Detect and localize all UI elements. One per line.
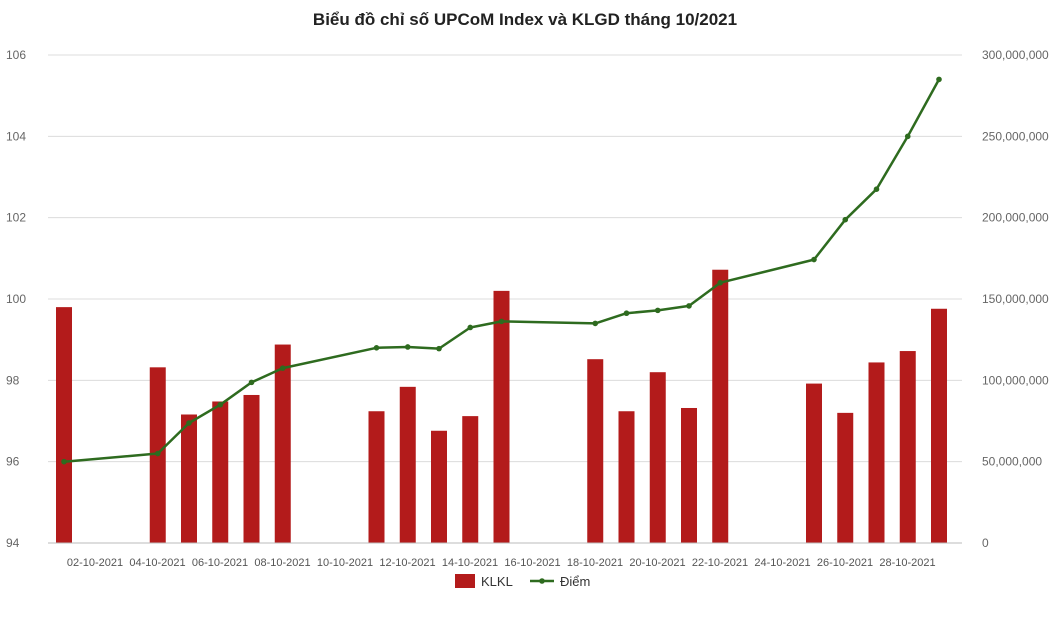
y-right-tick-label: 150,000,000 xyxy=(982,292,1049,306)
bar xyxy=(712,269,729,543)
y-left-tick-label: 98 xyxy=(6,373,20,387)
y-right-tick-label: 50,000,000 xyxy=(982,455,1042,469)
line-layer xyxy=(61,76,942,465)
x-tick-label: 04-10-2021 xyxy=(129,557,185,569)
bar xyxy=(868,362,885,543)
y-left-tick-label: 100 xyxy=(6,292,26,306)
x-tick-label: 20-10-2021 xyxy=(629,557,685,569)
bar xyxy=(243,394,260,543)
y-right-tick-label: 200,000,000 xyxy=(982,211,1049,225)
bar xyxy=(899,351,916,543)
y-right-tick-label: 300,000,000 xyxy=(982,48,1049,62)
y-right-tick-label: 0 xyxy=(982,536,989,550)
x-tick-label: 12-10-2021 xyxy=(379,557,435,569)
line-point xyxy=(842,216,849,223)
x-tick-label: 14-10-2021 xyxy=(442,557,498,569)
bar xyxy=(462,416,479,543)
x-tick-label: 24-10-2021 xyxy=(754,557,810,569)
bar xyxy=(368,411,385,543)
line-point xyxy=(404,344,411,350)
bar xyxy=(212,401,229,543)
line-point xyxy=(186,420,192,426)
line-point xyxy=(217,401,224,408)
line-point xyxy=(373,345,380,351)
line-point xyxy=(717,279,724,286)
legend-swatch-bar xyxy=(455,574,475,588)
bar xyxy=(587,359,604,543)
bar xyxy=(649,372,666,543)
x-tick-label: 22-10-2021 xyxy=(692,557,748,569)
x-tick-label: 28-10-2021 xyxy=(879,557,935,569)
line-point xyxy=(61,458,67,465)
chart-title: Biểu đồ chỉ số UPCoM Index và KLGD tháng… xyxy=(312,10,738,29)
axis-layer: 94 96 98 100 102 104 106 0 50,000,000 100,000,000… xyxy=(6,48,1049,569)
bar xyxy=(181,414,197,543)
bar xyxy=(806,383,822,543)
line-point xyxy=(811,256,817,263)
line-point xyxy=(904,133,911,140)
legend-label-bar: KLKL xyxy=(481,574,513,589)
x-tick-label: 10-10-2021 xyxy=(317,557,373,569)
line-point xyxy=(279,365,286,371)
bar xyxy=(618,411,635,543)
x-tick-label: 06-10-2021 xyxy=(192,557,248,569)
x-tick-label: 02-10-2021 xyxy=(67,557,123,569)
line-point xyxy=(623,310,630,317)
x-tick-label: 18-10-2021 xyxy=(567,557,623,569)
y-right-tick-label: 100,000,000 xyxy=(982,373,1049,387)
x-tick-label: 08-10-2021 xyxy=(254,557,310,569)
x-tick-label: 26-10-2021 xyxy=(817,557,873,569)
line-point xyxy=(498,318,505,325)
line-point xyxy=(154,450,161,457)
legend-layer: KLKL Điểm xyxy=(455,574,590,589)
bar xyxy=(274,344,291,543)
line-point xyxy=(873,186,880,192)
legend-swatch-point xyxy=(539,578,545,584)
bar xyxy=(431,430,447,543)
y-left-tick-label: 106 xyxy=(6,48,26,62)
y-left-tick-label: 94 xyxy=(6,536,20,550)
bar xyxy=(493,290,510,543)
bar-layer xyxy=(56,269,947,543)
y-left-tick-label: 96 xyxy=(6,455,20,469)
x-tick-label: 16-10-2021 xyxy=(504,557,560,569)
line-point xyxy=(936,76,942,83)
y-right-tick-label: 250,000,000 xyxy=(982,129,1049,143)
y-left-tick-label: 102 xyxy=(6,211,26,225)
bar xyxy=(931,308,947,543)
bar xyxy=(681,407,697,543)
y-left-tick-label: 104 xyxy=(6,129,26,143)
bar xyxy=(399,386,416,543)
line-point xyxy=(592,320,599,327)
bar xyxy=(56,307,72,543)
line-point xyxy=(686,303,692,309)
line-point xyxy=(467,324,474,331)
bar xyxy=(837,412,854,543)
line-point xyxy=(436,345,442,352)
line-point xyxy=(654,307,661,314)
legend-label-line: Điểm xyxy=(560,574,590,589)
line-point xyxy=(248,379,255,386)
